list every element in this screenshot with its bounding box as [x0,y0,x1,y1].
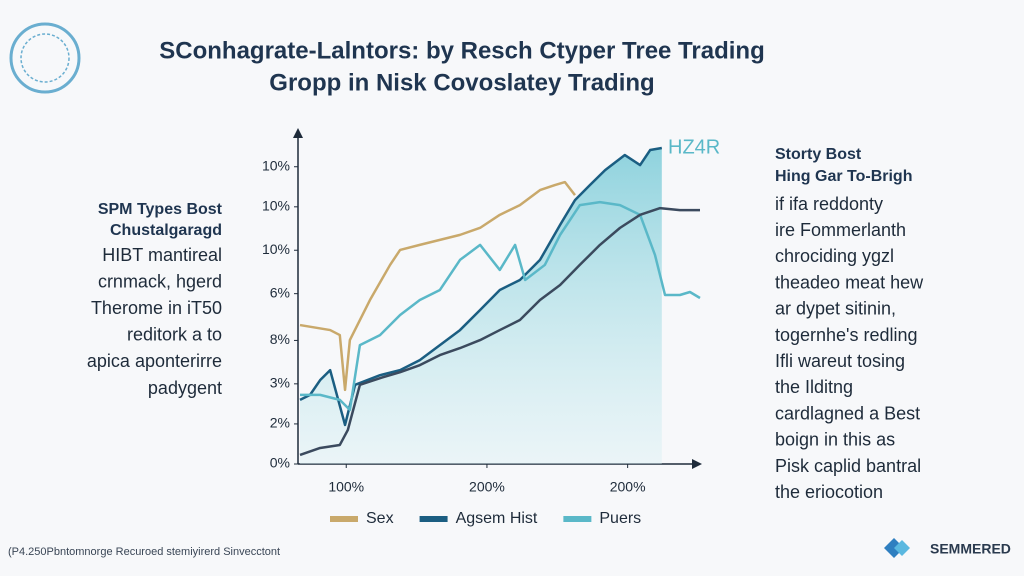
panel-heading: Hing Gar To-Brigh [775,168,912,185]
panel-heading: SPM Types Bost [98,201,223,218]
x-tick-label: 200% [610,479,646,495]
legend-label: Agsem Hist [456,510,538,527]
panel-text: Pisk caplid bantral [775,456,921,476]
panel-heading: Storty Bost [775,146,862,163]
legend-label: Sex [366,510,394,527]
y-tick-label: 2% [270,415,290,431]
panel-text: the Ilditng [775,377,853,397]
stamp [9,22,81,94]
x-tick-label: 200% [469,479,505,495]
y-tick-label: 10% [262,198,290,214]
series-line [299,180,576,392]
panel-text: theadeo meat hew [775,272,924,292]
panel-text: cardlagned a Best [775,403,920,423]
panel-text: Therome in iT50 [91,298,222,318]
panel-text: HIBT mantireal [102,245,222,265]
series-line [299,206,700,457]
y-tick-label: 8% [270,331,290,347]
annotation: HZ4R [668,136,720,158]
panel-text: crnmack, hgerd [98,271,222,291]
panel-text: if ifa reddonty [775,194,883,214]
series-line [300,200,701,412]
panel-text: Ifli wareut tosing [775,351,905,371]
brand: SEMMERED [930,541,1011,557]
panel-text: apica aponterirre [87,351,222,371]
brand-logo [884,538,910,558]
panel-text: chrociding ygzl [775,246,894,266]
series-area [300,148,662,464]
footer: (P4.250Pbntomnorge Recuroed stemiyirerd … [8,546,280,558]
legend-label: Puers [599,510,641,527]
panel-text: the eriocotion [775,482,883,502]
y-tick-label: 10% [262,241,290,257]
panel-text: ar dypet sitinin, [775,299,896,319]
chart-title: Gropp in Nisk Covoslatey Trading [269,69,654,96]
series-line [299,146,663,427]
panel-text: boign in this as [775,430,895,450]
y-tick-label: 3% [270,375,290,391]
panel-text: padygent [148,378,222,398]
y-tick-label: 0% [270,455,290,471]
panel-text: reditork a to [127,325,222,345]
x-tick-label: 100% [328,479,364,495]
panel-text: togernhe's redling [775,325,918,345]
panel-heading: Chustalgaragd [110,222,222,239]
chart-title: SConhagrate-Lalntors: by Resch Ctyper Tr… [159,37,764,64]
panel-text: ire Fommerlanth [775,220,906,240]
y-tick-label: 10% [262,157,290,173]
y-tick-label: 6% [270,284,290,300]
